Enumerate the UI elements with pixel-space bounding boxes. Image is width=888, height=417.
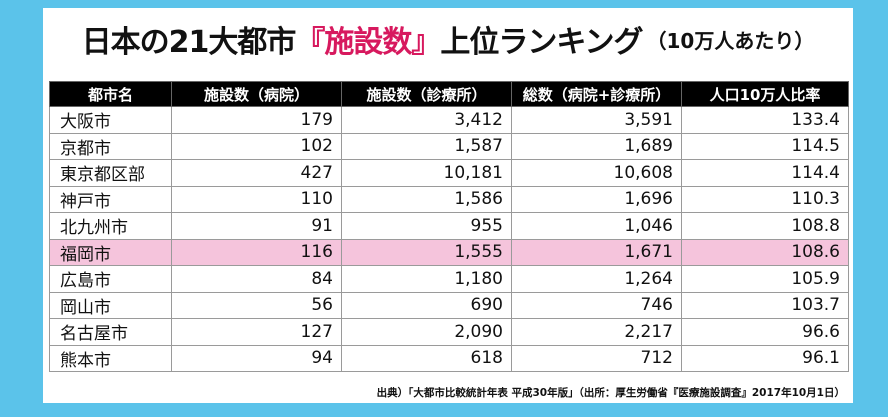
cell-clinics: 1,180 — [341, 265, 512, 293]
cell-city: 名古屋市 — [49, 318, 172, 346]
cell-per-100k: 108.6 — [681, 238, 849, 266]
cell-total: 1,696 — [511, 185, 682, 213]
page-title: 日本の21大都市 『施設数』 上位ランキング （10万人あたり） — [43, 8, 853, 70]
cell-city: 大阪市 — [49, 106, 172, 134]
ranking-table: 都市名 施設数（病院） 施設数（診療所） 総数（病院+診療所） 人口10万人比率… — [49, 81, 849, 372]
table-row-highlighted: 福岡市 116 1,555 1,671 108.6 — [49, 238, 849, 266]
cell-per-100k: 96.1 — [681, 344, 849, 372]
cell-total: 10,608 — [511, 159, 682, 187]
cell-per-100k: 133.4 — [681, 106, 849, 134]
cell-hospitals: 91 — [171, 212, 342, 240]
cell-hospitals: 84 — [171, 265, 342, 293]
cell-city: 福岡市 — [49, 238, 172, 266]
table-row: 岡山市 56 690 746 103.7 — [49, 291, 849, 319]
cell-city: 北九州市 — [49, 212, 172, 240]
cell-per-100k: 103.7 — [681, 291, 849, 319]
cell-per-100k: 105.9 — [681, 265, 849, 293]
cell-total: 2,217 — [511, 318, 682, 346]
cell-clinics: 2,090 — [341, 318, 512, 346]
cell-hospitals: 110 — [171, 185, 342, 213]
cell-per-100k: 114.5 — [681, 132, 849, 160]
cell-clinics: 1,587 — [341, 132, 512, 160]
header-hospitals: 施設数（病院） — [171, 81, 342, 107]
cell-clinics: 955 — [341, 212, 512, 240]
cell-total: 1,046 — [511, 212, 682, 240]
title-subtitle: （10万人あたり） — [646, 28, 815, 53]
table-row: 広島市 84 1,180 1,264 105.9 — [49, 265, 849, 293]
cell-clinics: 690 — [341, 291, 512, 319]
table-row: 神戸市 110 1,586 1,696 110.3 — [49, 185, 849, 213]
cell-hospitals: 427 — [171, 159, 342, 187]
header-per-100k: 人口10万人比率 — [681, 81, 849, 107]
cell-city: 京都市 — [49, 132, 172, 160]
ranking-card: 日本の21大都市 『施設数』 上位ランキング （10万人あたり） 都市名 施設数… — [43, 8, 853, 403]
cell-clinics: 1,586 — [341, 185, 512, 213]
cell-clinics: 3,412 — [341, 106, 512, 134]
header-total: 総数（病院+診療所） — [511, 81, 682, 107]
cell-city: 広島市 — [49, 265, 172, 293]
title-highlight: 『施設数』 — [295, 25, 441, 60]
cell-total: 1,689 — [511, 132, 682, 160]
cell-total: 3,591 — [511, 106, 682, 134]
table-row: 東京都区部 427 10,181 10,608 114.4 — [49, 159, 849, 187]
cell-city: 熊本市 — [49, 344, 172, 372]
cell-clinics: 10,181 — [341, 159, 512, 187]
cell-city: 神戸市 — [49, 185, 172, 213]
cell-hospitals: 127 — [171, 318, 342, 346]
cell-hospitals: 56 — [171, 291, 342, 319]
cell-clinics: 1,555 — [341, 238, 512, 266]
title-prefix: 日本の21大都市 — [81, 25, 297, 60]
table-row: 熊本市 94 618 712 96.1 — [49, 344, 849, 372]
header-city: 都市名 — [49, 81, 172, 107]
header-clinics: 施設数（診療所） — [341, 81, 512, 107]
cell-total: 712 — [511, 344, 682, 372]
cell-per-100k: 114.4 — [681, 159, 849, 187]
table-header-row: 都市名 施設数（病院） 施設数（診療所） 総数（病院+診療所） 人口10万人比率 — [49, 81, 849, 107]
cell-clinics: 618 — [341, 344, 512, 372]
cell-hospitals: 116 — [171, 238, 342, 266]
cell-hospitals: 94 — [171, 344, 342, 372]
title-suffix: 上位ランキング — [440, 25, 643, 60]
cell-hospitals: 179 — [171, 106, 342, 134]
cell-total: 1,264 — [511, 265, 682, 293]
table-row: 京都市 102 1,587 1,689 114.5 — [49, 132, 849, 160]
table-row: 北九州市 91 955 1,046 108.8 — [49, 212, 849, 240]
source-note: 出典）「大都市比較統計年表 平成30年版」（出所：厚生労働省『医療施設調査』20… — [376, 387, 845, 399]
table-row: 名古屋市 127 2,090 2,217 96.6 — [49, 318, 849, 346]
table-row: 大阪市 179 3,412 3,591 133.4 — [49, 106, 849, 134]
cell-hospitals: 102 — [171, 132, 342, 160]
cell-city: 岡山市 — [49, 291, 172, 319]
cell-total: 746 — [511, 291, 682, 319]
cell-city: 東京都区部 — [49, 159, 172, 187]
cell-per-100k: 110.3 — [681, 185, 849, 213]
cell-total: 1,671 — [511, 238, 682, 266]
cell-per-100k: 108.8 — [681, 212, 849, 240]
cell-per-100k: 96.6 — [681, 318, 849, 346]
